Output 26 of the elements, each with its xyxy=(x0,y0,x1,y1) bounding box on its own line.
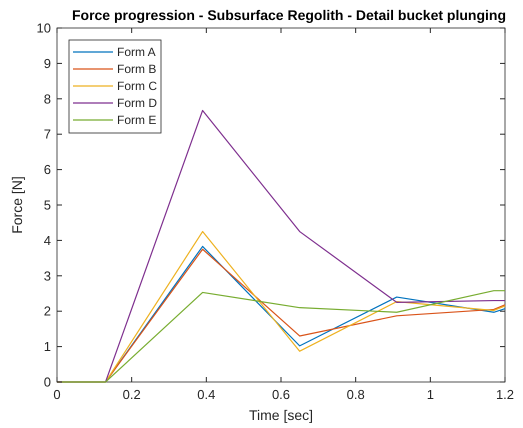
y-tick-label: 4 xyxy=(44,232,51,248)
y-tick-label: 6 xyxy=(44,162,51,178)
legend-label: Form D xyxy=(117,96,158,110)
y-tick-label: 5 xyxy=(44,198,51,212)
y-tick-label: 1 xyxy=(44,339,51,354)
x-tick-label: 0.6 xyxy=(272,387,290,402)
y-tick-label: 7 xyxy=(44,126,51,142)
x-tick-label: 1 xyxy=(426,387,434,402)
x-tick-label: 0.2 xyxy=(122,387,141,402)
y-tick-label: 2 xyxy=(44,304,51,319)
y-tick-label: 0 xyxy=(44,374,51,390)
x-tick-label: 0.4 xyxy=(197,387,216,402)
y-tick-label: 9 xyxy=(44,56,51,71)
y-axis-title: Force [N] xyxy=(9,176,25,234)
chart-title: Force progression - Subsurface Regolith - Detail bucket plunging xyxy=(72,7,506,23)
legend-label: Form A xyxy=(117,45,156,59)
x-tick-label: 1.2 xyxy=(496,387,514,402)
legend-label: Form E xyxy=(117,113,156,127)
legend-label: Form B xyxy=(117,62,156,76)
y-tick-label: 10 xyxy=(36,20,51,36)
x-tick-label: 0.8 xyxy=(346,387,365,402)
y-tick-label: 3 xyxy=(44,268,51,284)
legend-label: Form C xyxy=(117,79,158,93)
x-axis-title: Time [sec] xyxy=(248,407,314,423)
y-tick-label: 8 xyxy=(44,91,51,106)
x-tick-label: 0 xyxy=(53,387,61,402)
